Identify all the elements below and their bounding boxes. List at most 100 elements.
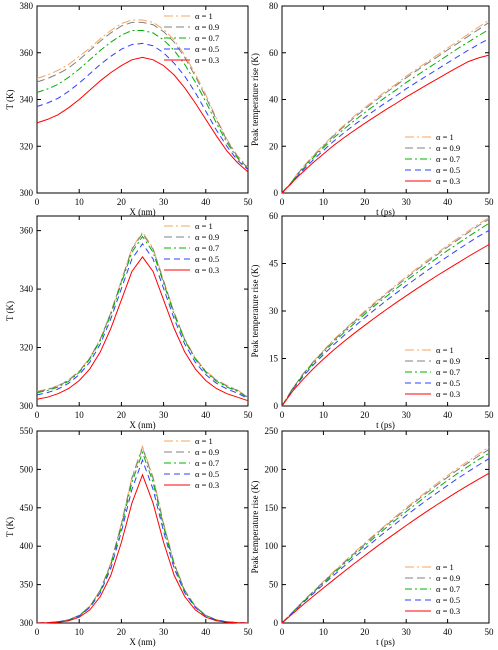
x-axis-label: t (ps) xyxy=(376,637,395,647)
y-tick-label: 50 xyxy=(269,580,279,590)
x-axis-label: X (nm) xyxy=(129,637,155,647)
y-tick-label: 300 xyxy=(20,401,34,411)
x-tick-label: 50 xyxy=(485,197,495,207)
legend-label-2: α = 0.9 xyxy=(195,232,219,242)
series-line-4 xyxy=(36,458,249,624)
x-tick-label: 20 xyxy=(117,197,127,207)
x-tick-label: 30 xyxy=(159,627,169,637)
legend-label-2: α = 0.9 xyxy=(436,573,460,583)
legend: α = 1α = 0.9α = 0.7α = 0.5α = 0.3 xyxy=(164,221,219,275)
x-tick-label: 10 xyxy=(75,410,85,420)
x-tick-label: 10 xyxy=(75,197,85,207)
series-line-5 xyxy=(281,244,490,407)
plot-frame xyxy=(281,430,490,624)
legend-label-5: α = 0.3 xyxy=(436,176,460,186)
x-tick-label: 30 xyxy=(402,627,412,637)
legend-label-3: α = 0.7 xyxy=(195,33,219,43)
x-tick-label: 0 xyxy=(280,410,285,420)
y-tick-label: 200 xyxy=(265,464,279,474)
x-tick-label: 10 xyxy=(319,410,329,420)
x-tick-label: 40 xyxy=(443,410,453,420)
legend-label-1: α = 1 xyxy=(436,345,454,355)
y-tick-label: 0 xyxy=(274,401,279,411)
y-tick-label: 250 xyxy=(265,426,279,436)
legend-label-3: α = 0.7 xyxy=(436,367,460,377)
legend-label-4: α = 0.5 xyxy=(436,595,460,605)
legend-label-5: α = 0.3 xyxy=(195,55,219,65)
series-line-2 xyxy=(281,448,490,624)
x-axis-label: X (nm) xyxy=(129,207,155,217)
y-tick-label: 360 xyxy=(20,226,34,236)
y-axis-label: T (K) xyxy=(5,89,15,109)
legend-label-1: α = 1 xyxy=(195,221,213,231)
y-tick-label: 340 xyxy=(20,95,34,105)
legend-label-2: α = 0.9 xyxy=(195,447,219,457)
y-axis-label: T (K) xyxy=(5,517,15,537)
series-line-1 xyxy=(281,217,490,407)
series-line-2 xyxy=(36,21,249,169)
y-tick-label: 500 xyxy=(20,464,34,474)
legend-label-3: α = 0.7 xyxy=(436,584,460,594)
legend-label-3: α = 0.7 xyxy=(436,154,460,164)
series-line-5 xyxy=(281,472,490,624)
series-line-1 xyxy=(281,446,490,624)
legend-label-4: α = 0.5 xyxy=(436,378,460,388)
legend: α = 1α = 0.9α = 0.7α = 0.5α = 0.3 xyxy=(405,562,460,616)
y-tick-label: 45 xyxy=(269,259,279,269)
chart-panel-5: 0 10 20 30 40 50 300 350 400 450 500 550 X (nm) T (K)… xyxy=(5,426,253,647)
series-line-3 xyxy=(281,28,490,194)
y-axis-label: Peak temperature rise (K) xyxy=(250,265,260,358)
series-line-3 xyxy=(36,30,249,170)
legend-label-4: α = 0.5 xyxy=(195,469,219,479)
legend-label-1: α = 1 xyxy=(195,11,213,21)
series-line-4 xyxy=(36,42,249,170)
x-tick-label: 10 xyxy=(319,627,329,637)
series-line-3 xyxy=(281,222,490,407)
x-tick-label: 20 xyxy=(360,197,370,207)
plot-frame xyxy=(36,430,249,624)
y-tick-label: 150 xyxy=(265,503,279,513)
legend-label-5: α = 0.3 xyxy=(195,265,219,275)
series-line-2 xyxy=(281,21,490,194)
x-tick-label: 20 xyxy=(360,627,370,637)
series-line-4 xyxy=(281,38,490,194)
x-tick-label: 0 xyxy=(35,627,40,637)
y-tick-label: 20 xyxy=(269,141,279,151)
x-tick-label: 20 xyxy=(360,410,370,420)
y-tick-label: 300 xyxy=(20,188,34,198)
legend-label-1: α = 1 xyxy=(195,436,213,446)
y-tick-label: 550 xyxy=(20,426,34,436)
legend-label-1: α = 1 xyxy=(436,132,454,142)
chart-panel-2: 0 10 20 30 40 50 0 20 40 60 80 t (ps) Peak temperatu… xyxy=(250,1,494,217)
x-tick-label: 50 xyxy=(485,627,495,637)
series-line-4 xyxy=(281,458,490,624)
y-tick-label: 30 xyxy=(269,306,279,316)
y-tick-label: 0 xyxy=(274,618,279,628)
x-tick-label: 10 xyxy=(75,627,85,637)
chart-panel-1: 0 10 20 30 40 50 300 320 340 360 380 X (nm) T (K) α =… xyxy=(5,1,253,217)
legend: α = 1α = 0.9α = 0.7α = 0.5α = 0.3 xyxy=(405,345,460,399)
y-tick-label: 400 xyxy=(20,541,34,551)
x-tick-label: 40 xyxy=(443,197,453,207)
legend: α = 1α = 0.9α = 0.7α = 0.5α = 0.3 xyxy=(164,436,219,490)
y-tick-label: 60 xyxy=(269,211,279,221)
series-line-5 xyxy=(281,54,490,194)
series-line-5 xyxy=(36,56,249,173)
plot-frame xyxy=(36,215,249,407)
x-tick-label: 40 xyxy=(201,410,211,420)
x-tick-label: 40 xyxy=(201,197,211,207)
x-tick-label: 40 xyxy=(443,627,453,637)
legend-label-2: α = 0.9 xyxy=(195,22,219,32)
y-axis-label: Peak temperature rise (K) xyxy=(250,481,260,574)
y-tick-label: 320 xyxy=(20,141,34,151)
x-tick-label: 20 xyxy=(117,627,127,637)
x-tick-label: 30 xyxy=(159,410,169,420)
x-tick-label: 50 xyxy=(485,410,495,420)
legend-label-2: α = 0.9 xyxy=(436,356,460,366)
series-line-3 xyxy=(36,235,249,399)
x-tick-label: 20 xyxy=(117,410,127,420)
series-line-4 xyxy=(36,242,249,400)
legend-label-4: α = 0.5 xyxy=(195,254,219,264)
series-line-1 xyxy=(36,19,249,168)
